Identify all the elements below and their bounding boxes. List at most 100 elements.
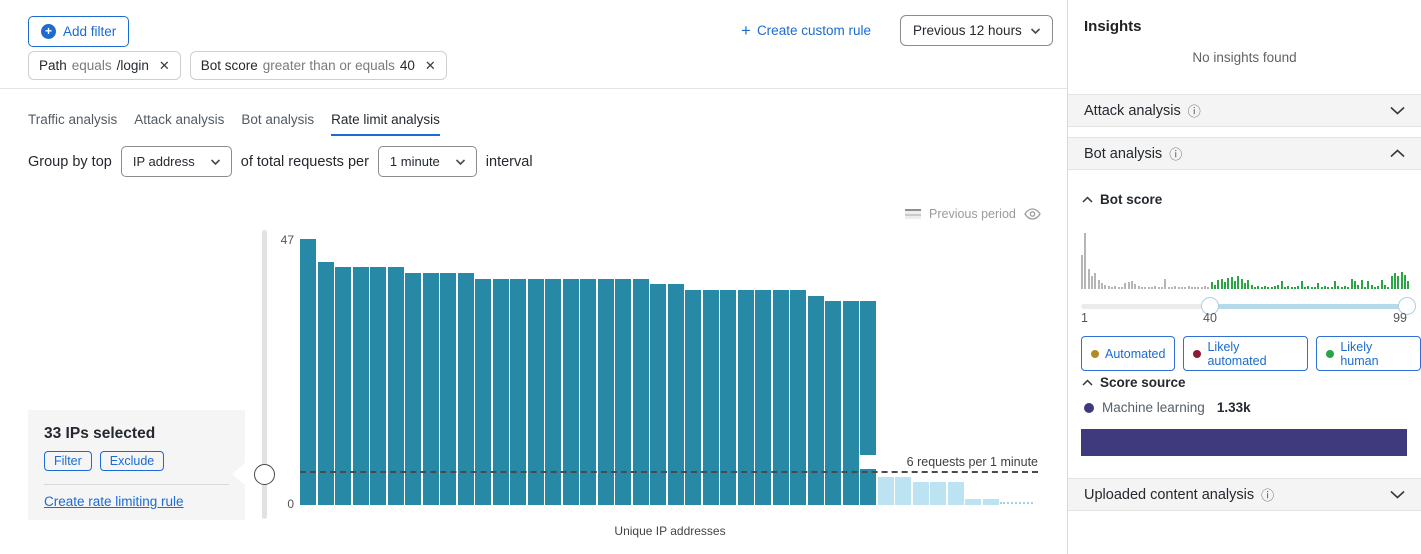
bar[interactable] xyxy=(930,482,946,505)
bar[interactable] xyxy=(545,279,561,505)
exclude-button[interactable]: Exclude xyxy=(99,451,165,471)
histogram-bar xyxy=(1230,277,1233,289)
bar[interactable] xyxy=(982,499,999,505)
histogram-bar xyxy=(1184,287,1187,289)
filter-chip-path[interactable]: Path equals /login ✕ xyxy=(28,51,181,80)
tab-bot-analysis[interactable]: Bot analysis xyxy=(241,112,315,127)
interval-select[interactable]: 1 minute xyxy=(377,146,477,177)
bar[interactable] xyxy=(965,499,981,505)
bar-dotted-tail xyxy=(1000,502,1033,505)
ips-selected-title: 33 IPs selected xyxy=(44,425,156,442)
bar[interactable] xyxy=(632,279,649,505)
bar[interactable] xyxy=(737,290,754,505)
score-source-subsection-toggle[interactable]: Score source xyxy=(1082,375,1186,390)
group-by-controls: Group by top IP address of total request… xyxy=(28,146,533,177)
close-icon[interactable]: ✕ xyxy=(424,57,436,73)
slider-track-active[interactable] xyxy=(1210,304,1407,309)
bar[interactable] xyxy=(912,482,929,505)
threshold-line[interactable] xyxy=(300,471,1038,473)
eye-icon[interactable] xyxy=(1024,208,1041,220)
badge-automated[interactable]: Automated xyxy=(1081,336,1176,371)
create-custom-rule-link[interactable]: + Create custom rule xyxy=(741,22,871,39)
bot-score-subsection-toggle[interactable]: Bot score xyxy=(1082,192,1162,207)
bot-analysis-section-header[interactable]: Bot analysis ⓘ xyxy=(1068,137,1421,170)
bar[interactable] xyxy=(352,267,369,505)
bar[interactable] xyxy=(685,290,701,505)
bar[interactable] xyxy=(440,273,456,505)
histogram-bar xyxy=(1290,287,1293,289)
bar[interactable] xyxy=(755,290,771,505)
bar[interactable] xyxy=(895,477,911,505)
bar[interactable] xyxy=(510,279,526,505)
histogram-bar xyxy=(1247,280,1250,289)
filter-chip-bot-score[interactable]: Bot score greater than or equals 40 ✕ xyxy=(189,51,447,80)
bar[interactable] xyxy=(370,267,386,505)
likely-automated-dot-icon xyxy=(1193,349,1202,358)
bar[interactable] xyxy=(772,290,789,505)
bar[interactable] xyxy=(615,279,631,505)
badge-likely-automated[interactable]: Likely automated xyxy=(1183,336,1309,371)
bar[interactable] xyxy=(335,267,351,505)
group-by-field-value: IP address xyxy=(132,154,195,169)
badge-automated-label: Automated xyxy=(1105,346,1166,361)
bar[interactable] xyxy=(475,279,491,505)
tab-traffic-analysis[interactable]: Traffic analysis xyxy=(28,112,118,127)
bar[interactable] xyxy=(300,239,316,505)
group-by-suffix: interval xyxy=(485,153,533,170)
ip-selection-slider-track[interactable] xyxy=(262,230,267,519)
histogram-bar xyxy=(1187,286,1190,289)
attack-analysis-section-header[interactable]: Attack analysis ⓘ xyxy=(1068,94,1421,127)
machine-learning-row: Machine learning 1.33k xyxy=(1084,400,1251,415)
create-rate-limiting-rule-link[interactable]: Create rate limiting rule xyxy=(44,494,184,509)
bot-score-label: Bot score xyxy=(1100,192,1163,207)
ip-selection-slider-handle[interactable] xyxy=(254,464,275,485)
histogram-bar xyxy=(1270,287,1273,289)
histogram-bar xyxy=(1180,287,1183,289)
histogram-bar xyxy=(1207,287,1210,289)
bar[interactable] xyxy=(422,273,439,505)
bar[interactable] xyxy=(807,296,824,505)
bar[interactable] xyxy=(825,301,841,505)
bar[interactable] xyxy=(860,301,876,505)
filter-button[interactable]: Filter xyxy=(44,451,92,471)
close-icon[interactable]: ✕ xyxy=(158,57,170,73)
threshold-label: 6 requests per 1 minute xyxy=(860,455,1038,469)
group-by-field-select[interactable]: IP address xyxy=(120,146,232,177)
bar[interactable] xyxy=(947,482,964,505)
badge-likely-human[interactable]: Likely human xyxy=(1316,336,1421,371)
bar[interactable] xyxy=(650,284,666,505)
bar[interactable] xyxy=(580,279,596,505)
add-filter-button[interactable]: + Add filter xyxy=(28,16,130,47)
slider-handle-low[interactable] xyxy=(1201,297,1219,315)
chip-operator: equals xyxy=(71,58,112,73)
histogram-bar xyxy=(1200,287,1203,289)
add-filter-label: Add filter xyxy=(63,24,117,39)
bar[interactable] xyxy=(562,279,579,505)
bar[interactable] xyxy=(492,279,509,505)
bar[interactable] xyxy=(790,290,806,505)
bar[interactable] xyxy=(597,279,614,505)
histogram-bar xyxy=(1194,287,1197,289)
bar[interactable] xyxy=(877,477,894,505)
tab-attack-analysis[interactable]: Attack analysis xyxy=(134,112,225,127)
bar[interactable] xyxy=(457,273,474,505)
tab-rate-limit-analysis[interactable]: Rate limit analysis xyxy=(331,112,440,136)
bar[interactable] xyxy=(317,262,334,505)
time-range-dropdown[interactable]: Previous 12 hours xyxy=(900,15,1053,46)
chip-field: Path xyxy=(39,58,67,73)
plus-icon: + xyxy=(41,24,56,39)
bar[interactable] xyxy=(405,273,421,505)
bar[interactable] xyxy=(387,267,404,505)
bar[interactable] xyxy=(667,284,684,505)
histogram-bar xyxy=(1227,278,1230,289)
histogram-bar xyxy=(1097,280,1100,289)
bar[interactable] xyxy=(720,290,736,505)
bar[interactable] xyxy=(527,279,544,505)
insights-sidebar: Insights No insights found Attack analys… xyxy=(1067,0,1421,554)
histogram-bar xyxy=(1214,285,1217,289)
bar[interactable] xyxy=(842,301,859,505)
uploaded-content-analysis-section-header[interactable]: Uploaded content analysis ⓘ xyxy=(1068,478,1421,511)
bar[interactable] xyxy=(702,290,719,505)
histogram-bar xyxy=(1373,287,1376,289)
slider-handle-high[interactable] xyxy=(1398,297,1416,315)
